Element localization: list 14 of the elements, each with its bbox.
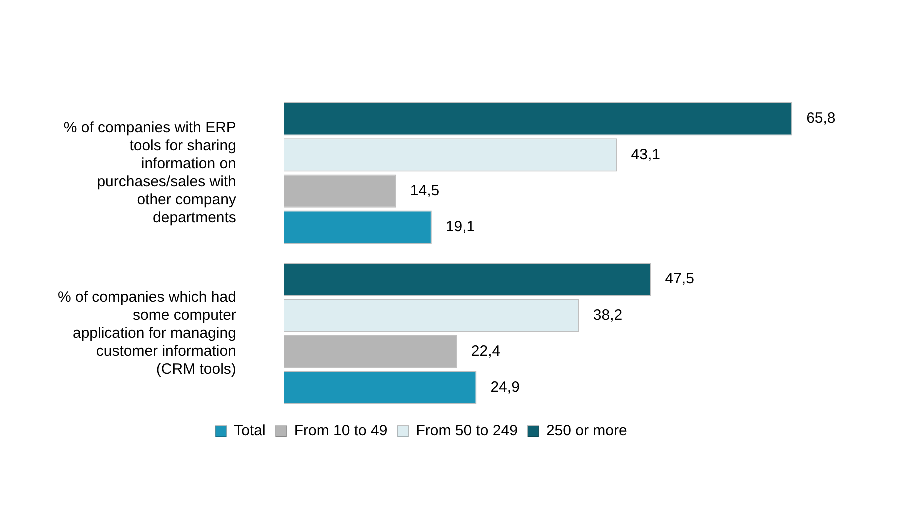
data-label: 22,4 [471, 342, 501, 360]
legend-label: From 10 to 49 [294, 422, 388, 440]
data-label: 65,8 [806, 110, 836, 128]
data-label: 38,2 [593, 306, 623, 324]
data-label: 14,5 [410, 182, 440, 200]
legend-label: Total [234, 422, 266, 440]
data-label: 43,1 [631, 146, 660, 164]
legend-label: From 50 to 249 [416, 422, 518, 440]
data-label: 24,9 [490, 379, 520, 396]
legend-label: 250 or more [546, 422, 628, 440]
y-tick-label: % of companies which had some computer application for managing customer information (CRM tools) [58, 288, 236, 378]
data-label: 19,1 [446, 218, 476, 236]
data-label: 47,5 [665, 270, 694, 288]
y-tick-label: % of companies with ERP tools for sharing information on purchases/sales with other company departments [64, 119, 237, 226]
